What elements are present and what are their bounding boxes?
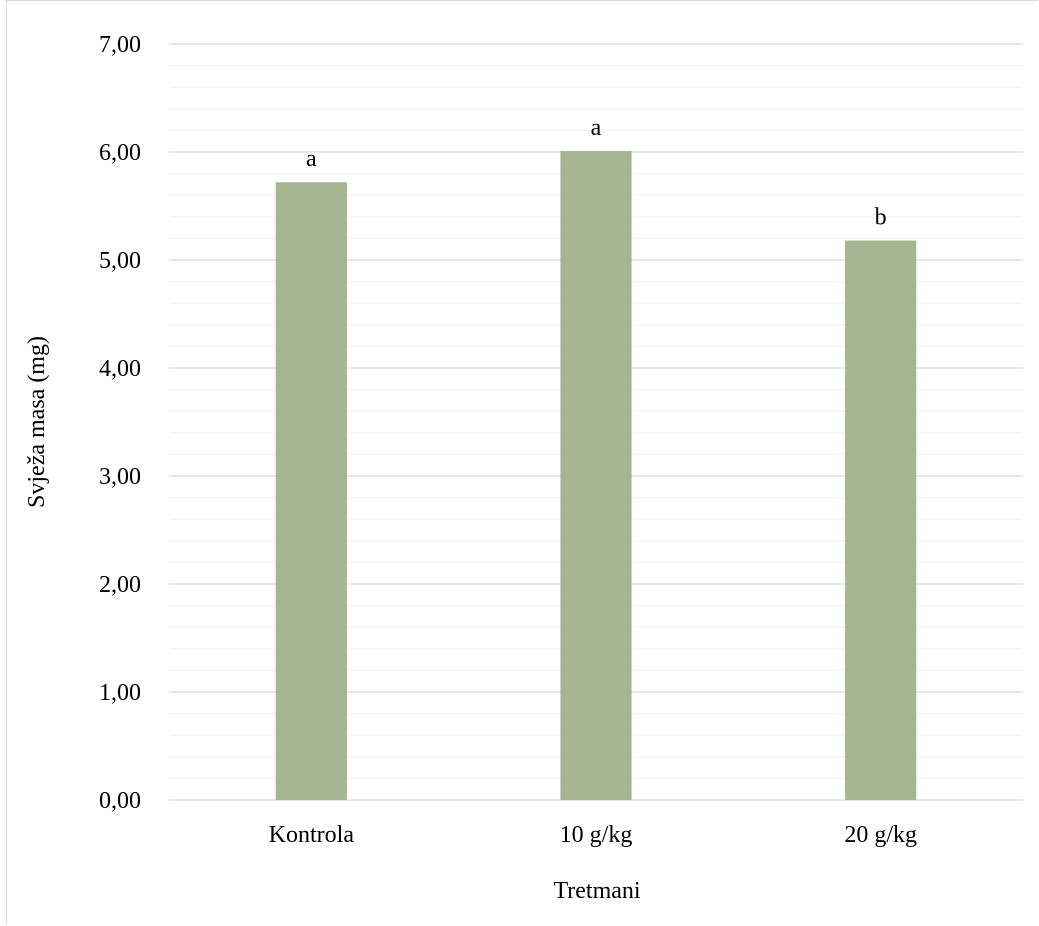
y-tick-labels: 0,00 1,00 2,00 3,00 4,00 5,00 6,00 7,00 [99,32,141,814]
y-tick-label: 6,00 [99,140,141,166]
y-tick-label: 2,00 [99,572,141,598]
significance-letter: a [591,115,602,141]
bars [275,150,917,801]
y-tick-label: 7,00 [99,32,141,58]
y-tick-label: 4,00 [99,356,141,382]
y-axis-title: Svježa masa (mg) [24,336,50,508]
y-tick-label: 1,00 [99,680,141,706]
x-tick-label: Kontrola [269,822,355,848]
y-tick-label: 3,00 [99,464,141,490]
chart-frame [6,0,1038,925]
significance-letter: a [306,146,317,172]
bar-20-g-kg [845,240,917,800]
x-axis-title: Tretmani [553,878,640,904]
x-tick-label: 20 g/kg [844,822,917,848]
significance-letter: b [875,205,887,231]
significance-labels: a a b [306,115,887,231]
bar-10-g-kg [560,150,632,801]
y-tick-label: 0,00 [99,788,141,814]
bar-kontrola [275,182,347,801]
y-tick-label: 5,00 [99,248,141,274]
x-tick-label: 10 g/kg [560,822,633,848]
x-tick-labels: Kontrola 10 g/kg 20 g/kg [269,822,917,848]
